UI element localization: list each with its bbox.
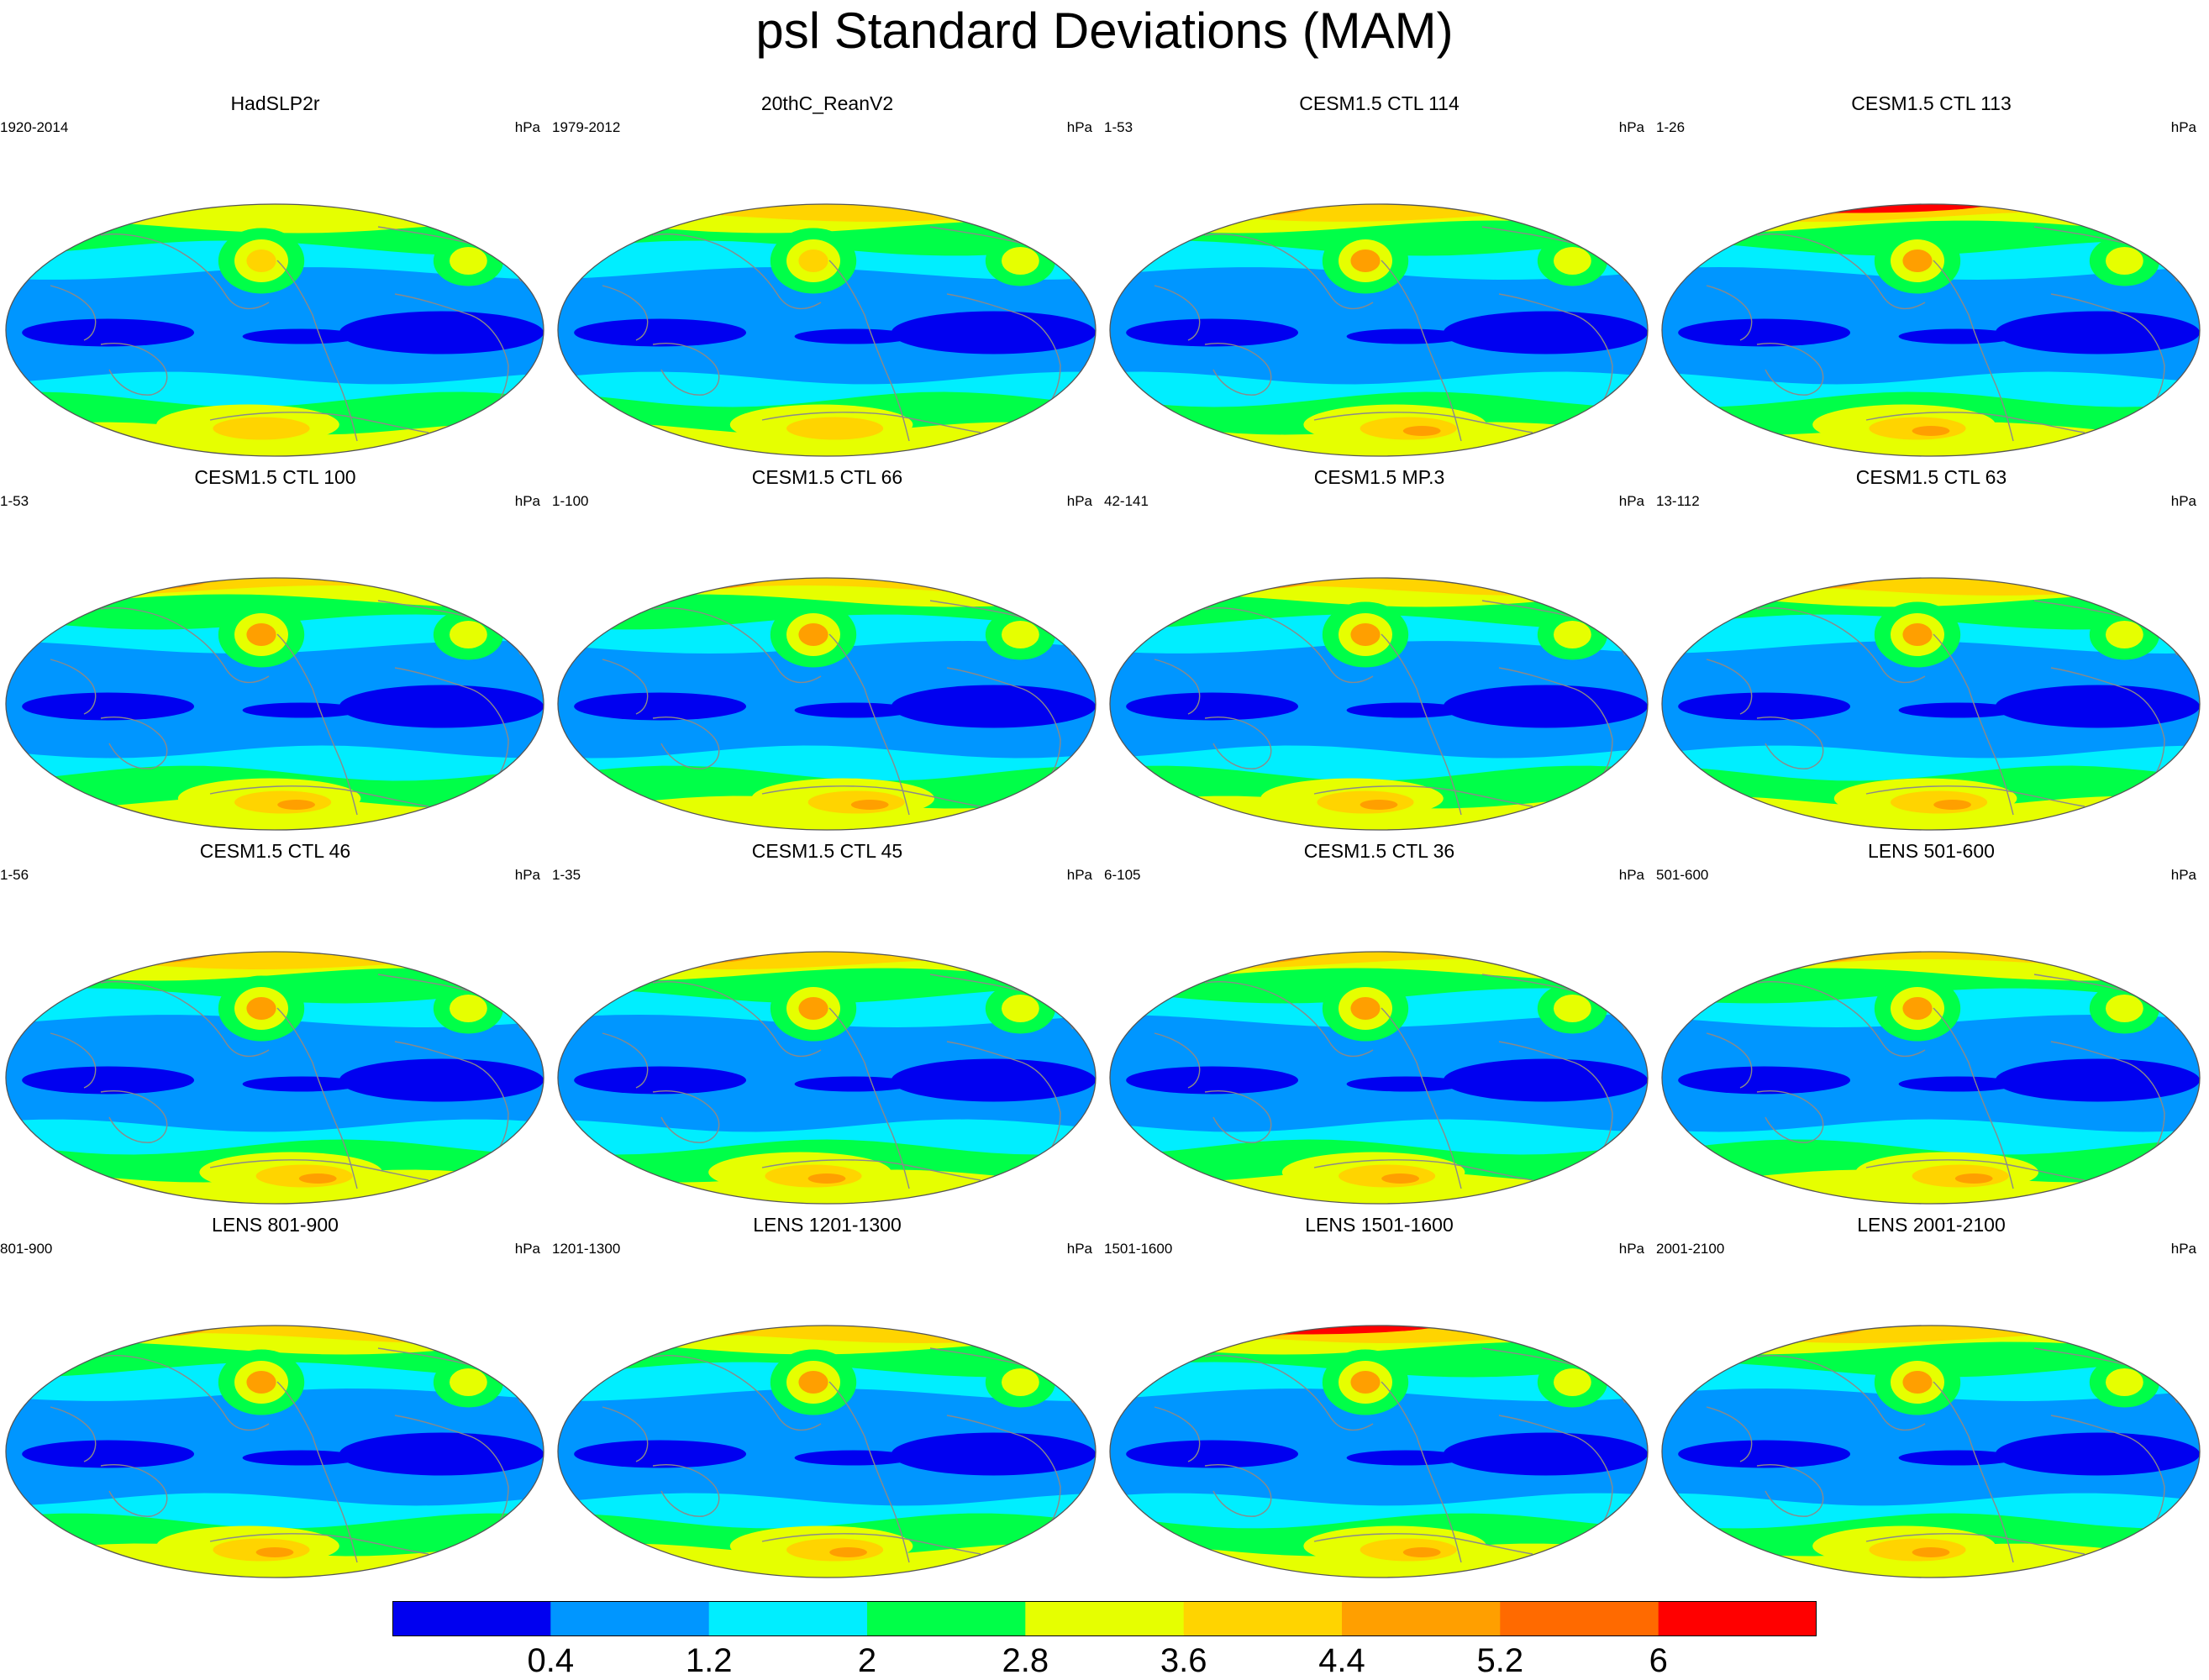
panel-title: CESM1.5 CTL 66 (751, 466, 903, 488)
map-plot (1661, 1325, 2201, 1578)
panel-period: 501-600 (1656, 867, 1709, 883)
panel-units: hPa (2170, 119, 2196, 135)
panel-title: CESM1.5 CTL 114 (1299, 92, 1460, 114)
colorbar-segment (867, 1601, 1026, 1636)
colorbar-tick-label: 6 (1649, 1642, 1668, 1679)
map-panel: LENS 1501-1600 1501-1600 hPa (1104, 1214, 1654, 1578)
panel-period: 2001-2100 (1656, 1241, 1725, 1257)
map-plot (1661, 203, 2201, 457)
panel-title: CESM1.5 MP.3 (1313, 466, 1445, 488)
panel-title: LENS 2001-2100 (1857, 1214, 2006, 1236)
colorbar-tick-label: 2 (857, 1642, 877, 1679)
map-plot (1109, 577, 1649, 831)
panel-period: 1-26 (1656, 119, 1686, 135)
map-panel: CESM1.5 CTL 63 13-112 hPa (1656, 466, 2206, 831)
panel-title: LENS 501-600 (1868, 840, 1995, 862)
panel-units: hPa (1066, 119, 1092, 135)
map-plot (557, 577, 1097, 831)
map-panel: LENS 2001-2100 2001-2100 hPa (1656, 1214, 2206, 1578)
map-panel: LENS 501-600 501-600 hPa (1656, 840, 2206, 1205)
panel-units: hPa (1066, 493, 1092, 509)
map-plot (1109, 951, 1649, 1205)
map-plot (5, 203, 544, 457)
map-panel: CESM1.5 CTL 36 6-105 hPa (1104, 840, 1654, 1205)
colorbar-tick-label: 2.8 (1002, 1642, 1049, 1679)
panel-period: 1920-2014 (0, 119, 69, 135)
map-panel: CESM1.5 CTL 113 1-26 hPa (1656, 92, 2206, 457)
colorbar-segment (708, 1601, 868, 1636)
colorbar-tick-label: 5.2 (1476, 1642, 1524, 1679)
colorbar-segment (392, 1601, 551, 1636)
map-plot (5, 577, 544, 831)
colorbar-segment (1183, 1601, 1343, 1636)
map-plot (1109, 203, 1649, 457)
panel-title: CESM1.5 CTL 100 (194, 466, 356, 488)
map-plot (5, 951, 544, 1205)
panel-period: 42-141 (1104, 493, 1149, 509)
map-panel: LENS 1201-1300 1201-1300 hPa (552, 1214, 1102, 1578)
panel-period: 1-35 (552, 867, 581, 883)
panel-title: CESM1.5 CTL 45 (751, 840, 903, 862)
panel-units: hPa (2170, 493, 2196, 509)
panel-title: LENS 1501-1600 (1305, 1214, 1454, 1236)
panel-title: CESM1.5 CTL 36 (1303, 840, 1455, 862)
colorbar-segment (1500, 1601, 1659, 1636)
panel-period: 13-112 (1656, 493, 1700, 509)
panel-title: LENS 1201-1300 (753, 1214, 902, 1236)
panel-title: LENS 801-900 (212, 1214, 339, 1236)
panel-units: hPa (1618, 493, 1644, 509)
colorbar-segment (550, 1601, 710, 1636)
colorbar-segment (1025, 1601, 1185, 1636)
panel-title: CESM1.5 CTL 113 (1851, 92, 2012, 114)
panel-units: hPa (1066, 1241, 1092, 1257)
panel-units: hPa (514, 119, 540, 135)
colorbar-segment (1658, 1601, 1817, 1636)
map-panel: CESM1.5 CTL 45 1-35 hPa (552, 840, 1102, 1205)
panel-title: HadSLP2r (230, 92, 320, 114)
panel-units: hPa (1066, 867, 1092, 883)
panel-units: hPa (514, 1241, 540, 1257)
panel-period: 1-53 (0, 493, 29, 509)
panel-units: hPa (1618, 867, 1644, 883)
map-plot (1109, 1325, 1649, 1578)
colorbar-tick-label: 3.6 (1160, 1642, 1207, 1679)
map-panel: CESM1.5 CTL 100 1-53 hPa (0, 466, 550, 831)
panel-title: 20thC_ReanV2 (760, 92, 894, 114)
map-panel: LENS 801-900 801-900 hPa (0, 1214, 550, 1578)
figure-title: psl Standard Deviations (MAM) (755, 3, 1454, 59)
panel-units: hPa (1618, 119, 1644, 135)
map-plot (557, 203, 1097, 457)
map-plot (1661, 577, 2201, 831)
panel-title: CESM1.5 CTL 46 (199, 840, 351, 862)
panel-period: 1-100 (552, 493, 589, 509)
colorbar-tick-label: 1.2 (685, 1642, 733, 1679)
map-panel: CESM1.5 CTL 46 1-56 hPa (0, 840, 550, 1205)
map-panel: 20thC_ReanV2 1979-2012 hPa (552, 92, 1102, 457)
panel-period: 1-56 (0, 867, 29, 883)
panel-period: 1201-1300 (552, 1241, 621, 1257)
colorbar-tick-label: 0.4 (527, 1642, 575, 1679)
panel-units: hPa (1618, 1241, 1644, 1257)
panel-period: 801-900 (0, 1241, 53, 1257)
map-panel: HadSLP2r 1920-2014 hPa (0, 92, 550, 457)
panel-title: CESM1.5 CTL 63 (1855, 466, 2007, 488)
panel-units: hPa (2170, 1241, 2196, 1257)
map-plot (557, 1325, 1097, 1578)
panel-units: hPa (2170, 867, 2196, 883)
colorbar-segment (1342, 1601, 1501, 1636)
panel-period: 1-53 (1104, 119, 1133, 135)
panel-units: hPa (514, 867, 540, 883)
map-plot (5, 1325, 544, 1578)
map-plot (557, 951, 1097, 1205)
colorbar-tick-label: 4.4 (1318, 1642, 1365, 1679)
map-plot (1661, 951, 2201, 1205)
map-panel: CESM1.5 CTL 114 1-53 hPa (1104, 92, 1654, 457)
panel-units: hPa (514, 493, 540, 509)
map-panel: CESM1.5 MP.3 42-141 hPa (1104, 466, 1654, 831)
panel-period: 1979-2012 (552, 119, 621, 135)
panel-period: 1501-1600 (1104, 1241, 1173, 1257)
panel-period: 6-105 (1104, 867, 1141, 883)
colorbar (392, 1601, 1817, 1636)
map-panel: CESM1.5 CTL 66 1-100 hPa (552, 466, 1102, 831)
